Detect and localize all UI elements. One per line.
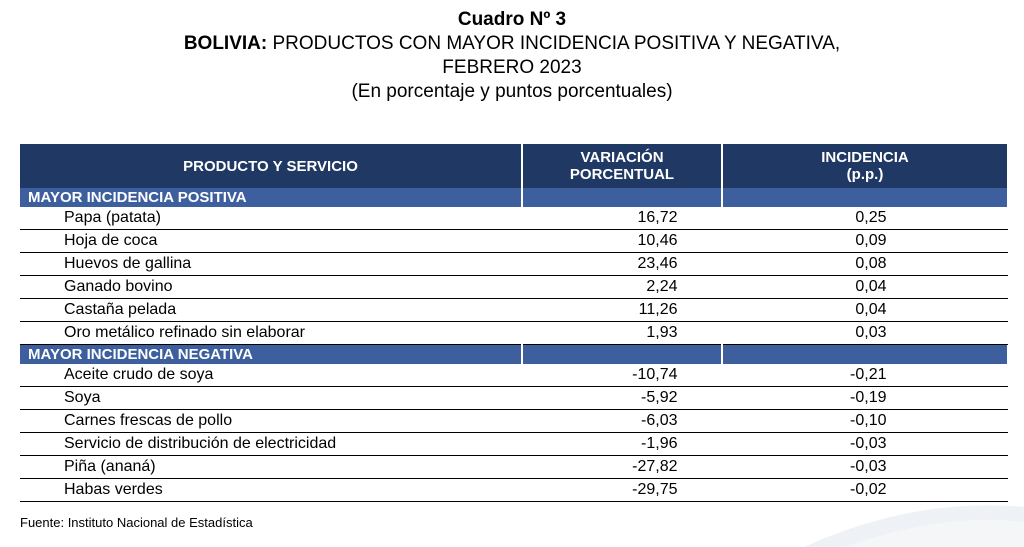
section-cell [522, 344, 723, 364]
header-row: PRODUCTO Y SERVICIO VARIACIÓN PORCENTUAL … [20, 144, 1007, 188]
variation-value: 10,46 [522, 229, 723, 253]
variation-value: -29,75 [522, 478, 723, 502]
variation-value: -10,74 [522, 364, 723, 387]
product-name: Oro metálico refinado sin elaborar [20, 321, 523, 345]
variation-value: 1,93 [522, 321, 723, 345]
variation-value: 11,26 [522, 298, 723, 322]
section-label: MAYOR INCIDENCIA POSITIVA [20, 188, 523, 207]
table-row: Aceite crudo de soya -10,74 -0,21 [20, 364, 1008, 387]
product-name: Huevos de gallina [20, 252, 523, 276]
incidence-value: -0,03 [722, 455, 1008, 479]
table-row: Soya -5,92 -0,19 [20, 386, 1008, 410]
incidence-value: -0,03 [722, 432, 1008, 456]
variation-value: -5,92 [522, 386, 723, 410]
header-product: PRODUCTO Y SERVICIO [20, 144, 523, 188]
title-period: FEBRERO 2023 [442, 57, 582, 78]
table-row: Huevos de gallina 23,46 0,08 [20, 252, 1008, 276]
section-row: MAYOR INCIDENCIA NEGATIVA [20, 344, 1007, 364]
incidence-table: PRODUCTO Y SERVICIO VARIACIÓN PORCENTUAL … [20, 144, 1008, 502]
table-row: Ganado bovino 2,24 0,04 [20, 275, 1008, 299]
product-name: Soya [20, 386, 523, 410]
section-cell [522, 188, 723, 207]
section-label: MAYOR INCIDENCIA NEGATIVA [20, 344, 523, 364]
source-note: Fuente: Instituto Nacional de Estadístic… [20, 515, 253, 530]
incidence-value: -0,02 [722, 478, 1008, 502]
variation-value: -27,82 [522, 455, 723, 479]
header-variation: VARIACIÓN PORCENTUAL [522, 144, 723, 188]
product-name: Papa (patata) [20, 207, 523, 230]
table-row: Habas verdes -29,75 -0,02 [20, 478, 1008, 502]
table-number: Cuadro Nº 3 [457, 9, 567, 30]
product-name: Piña (ananá) [20, 455, 523, 479]
variation-value: 16,72 [522, 207, 723, 230]
product-name: Castaña pelada [20, 298, 523, 322]
product-name: Hoja de coca [20, 229, 523, 253]
title-description: PRODUCTOS CON MAYOR INCIDENCIA POSITIVA … [267, 33, 841, 54]
section-row: MAYOR INCIDENCIA POSITIVA [20, 188, 1007, 207]
decorative-swoosh [804, 505, 1024, 547]
product-name: Carnes frescas de pollo [20, 409, 523, 433]
incidence-value: 0,08 [722, 252, 1008, 276]
product-name: Habas verdes [20, 478, 523, 502]
incidence-value: -0,19 [722, 386, 1008, 410]
variation-value: -6,03 [522, 409, 723, 433]
table-title: BOLIVIA: PRODUCTOS CON MAYOR INCIDENCIA … [0, 32, 1024, 56]
table-row: Hoja de coca 10,46 0,09 [20, 229, 1008, 253]
title-country: BOLIVIA: [183, 33, 268, 54]
variation-value: 23,46 [522, 252, 723, 276]
title-units: (En porcentaje y puntos porcentuales) [351, 81, 673, 102]
incidence-value: 0,04 [722, 298, 1008, 322]
table-row: Oro metálico refinado sin elaborar 1,93 0,… [20, 321, 1008, 345]
title-block: Cuadro Nº 3 BOLIVIA: PRODUCTOS CON MAYOR… [0, 8, 1024, 104]
variation-value: 2,24 [522, 275, 723, 299]
product-name: Ganado bovino [20, 275, 523, 299]
variation-value: -1,96 [522, 432, 723, 456]
section-cell [722, 188, 1007, 207]
table-row: Carnes frescas de pollo -6,03 -0,10 [20, 409, 1008, 433]
section-cell [722, 344, 1007, 364]
incidence-value: 0,09 [722, 229, 1008, 253]
incidence-value: 0,25 [722, 207, 1008, 230]
header-incidence: INCIDENCIA (p.p.) [722, 144, 1007, 188]
incidence-value: -0,21 [722, 364, 1008, 387]
incidence-value: 0,03 [722, 321, 1008, 345]
table-row: Servicio de distribución de electricidad… [20, 432, 1008, 456]
incidence-value: -0,10 [722, 409, 1008, 433]
table-row: Papa (patata) 16,72 0,25 [20, 207, 1008, 230]
incidence-value: 0,04 [722, 275, 1008, 299]
product-name: Servicio de distribución de electricidad [20, 432, 523, 456]
table-row: Piña (ananá) -27,82 -0,03 [20, 455, 1008, 479]
table-row: Castaña pelada 11,26 0,04 [20, 298, 1008, 322]
product-name: Aceite crudo de soya [20, 364, 523, 387]
